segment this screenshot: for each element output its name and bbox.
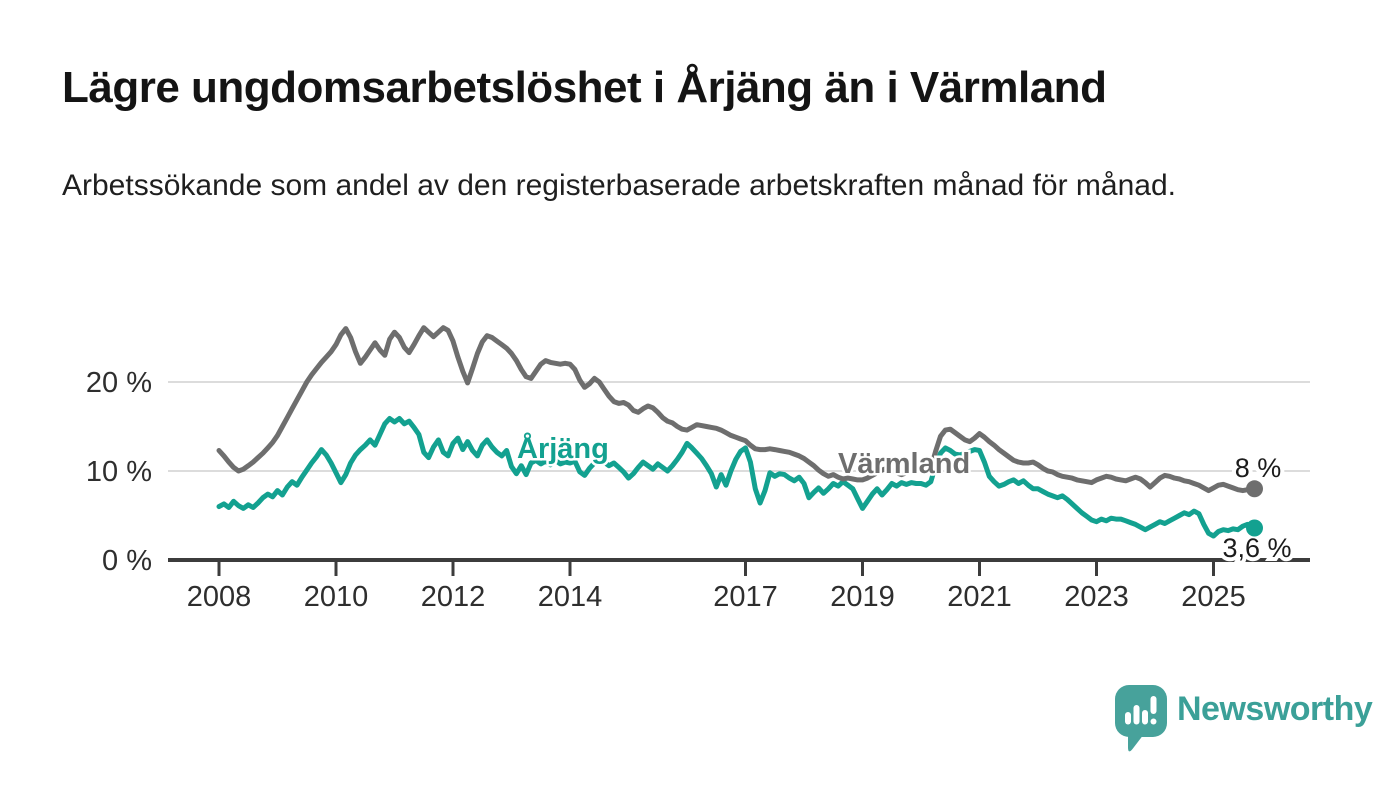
x-tick-label: 2021 — [947, 581, 1012, 613]
x-tick-label: 2017 — [713, 581, 778, 613]
end-value-label-varmland: 8 % — [1235, 453, 1282, 483]
x-tick-label: 2025 — [1181, 581, 1246, 613]
end-value-label-arjang: 3,6 % — [1222, 533, 1291, 563]
x-tick-label: 2012 — [421, 581, 486, 613]
end-dot-arjang — [1246, 519, 1263, 537]
brand-logo: Newsworthy — [1114, 684, 1373, 754]
series-line-varmland — [216, 325, 1255, 494]
chart-title: Lägre ungdomsarbetslöshet i Årjäng än i … — [62, 63, 1107, 112]
x-tick-label: 2010 — [304, 581, 369, 613]
newsworthy-logo-icon — [1115, 685, 1167, 752]
x-tick-label: 2008 — [187, 581, 252, 613]
x-tick-label: 2023 — [1064, 581, 1129, 613]
series-line-arjang — [216, 416, 1255, 539]
x-tick-label: 2019 — [830, 581, 895, 613]
y-tick-label: 20 % — [86, 367, 152, 399]
x-tick-label: 2014 — [538, 581, 603, 613]
y-tick-label: 0 % — [102, 545, 152, 577]
series-label-arjang: Årjäng — [517, 432, 609, 465]
brand-name: Newsworthy — [1177, 690, 1373, 728]
chart-subtitle: Arbetssökande som andel av den registerb… — [62, 169, 1176, 202]
series-label-varmland: Värmland — [838, 448, 970, 480]
y-tick-label: 10 % — [86, 456, 152, 488]
end-dot-varmland — [1246, 480, 1263, 498]
